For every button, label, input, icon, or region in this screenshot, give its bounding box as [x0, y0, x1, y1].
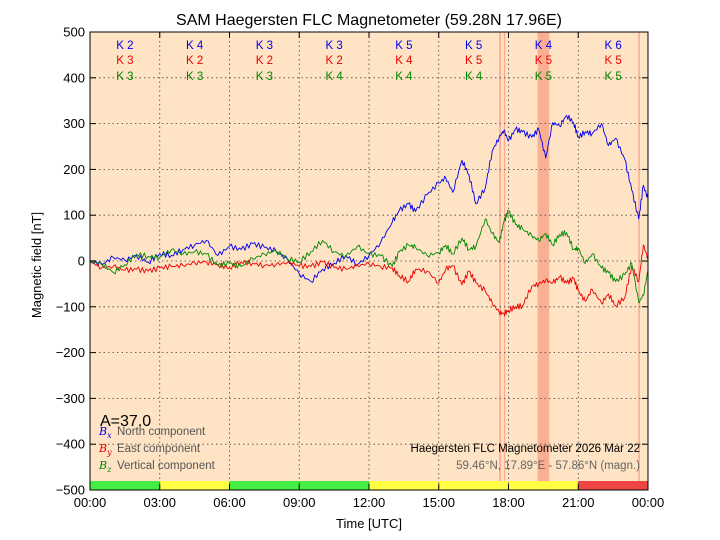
y-tick-label-1: 400: [63, 70, 85, 85]
y-axis-label: Magnetic field [nT]: [29, 212, 44, 318]
legend-symbol-vertical-letter: B: [98, 459, 107, 472]
k-index-z-0: K 3: [116, 71, 133, 83]
legend-label-east: East component: [117, 443, 201, 455]
legend-symbol-north: Bx: [98, 425, 112, 440]
status-segment-0: [90, 481, 160, 490]
legend-symbol-vertical: Bz: [98, 459, 112, 474]
y-tick-label-10: −500: [56, 483, 85, 498]
x-tick-label-4: 12:00: [353, 495, 386, 510]
k-index-y-7: K 5: [604, 55, 621, 67]
legend-symbol-north-letter: B: [98, 425, 107, 438]
x-tick-label-5: 15:00: [422, 495, 455, 510]
k-index-y-4: K 4: [395, 55, 413, 67]
k-index-x-2: K 3: [256, 40, 273, 52]
legend-symbol-vertical-sub: z: [106, 465, 112, 474]
k-index-y-5: K 5: [465, 55, 482, 67]
k-index-y-1: K 2: [186, 55, 203, 67]
x-tick-label-8: 00:00: [632, 495, 665, 510]
k-index-z-1: K 3: [186, 71, 203, 83]
x-tick-label-2: 06:00: [213, 495, 246, 510]
k-index-x-5: K 5: [465, 40, 482, 52]
y-tick-label-2: 300: [63, 116, 85, 131]
a-index-label: A=37.0: [100, 413, 151, 430]
k-index-y-3: K 2: [325, 55, 342, 67]
plot-area: 00:00 03:00 06:00 09:00 12:00 15:00 18:00 21:00…: [56, 25, 665, 511]
series-line-vertical-component: [89, 210, 649, 304]
series-line-east-component: [89, 244, 649, 317]
status-segment-1: [159, 481, 230, 490]
k-index-x-6: K 4: [535, 40, 553, 52]
disturbance-band-2: [537, 32, 550, 490]
k-index-x-3: K 3: [325, 40, 342, 52]
x-tick-label-1: 03:00: [143, 495, 176, 510]
legend-symbol-north-sub: x: [107, 431, 112, 440]
k-index-z-2: K 3: [256, 71, 273, 83]
x-axis-label: Time [UTC]: [336, 516, 402, 531]
chart-title: SAM Haegersten FLC Magnetometer (59.28N …: [176, 12, 562, 29]
k-index-x-1: K 4: [186, 40, 204, 52]
x-tick-label-3: 09:00: [283, 495, 316, 510]
x-tick-label-6: 18:00: [492, 495, 525, 510]
y-tick-label-7: −200: [56, 345, 85, 360]
legend-symbol-east-sub: y: [106, 448, 112, 457]
coordinates-annotation: 59.46°N, 17.89°E - 57.86°N (magn.): [456, 460, 640, 472]
status-segment-3: [369, 481, 579, 490]
k-index-x-4: K 5: [395, 40, 412, 52]
legend-symbol-east-letter: B: [98, 442, 107, 455]
legend-symbol-east: By: [98, 442, 112, 457]
y-tick-label-6: −100: [56, 299, 85, 314]
y-tick-label-3: 200: [63, 162, 85, 177]
y-tick-label-0: 500: [63, 25, 85, 40]
y-tick-label-9: −400: [56, 437, 85, 452]
k-index-y-2: K 2: [256, 55, 273, 67]
station-annotation: Haegersten FLC Magnetometer 2026 Mar 22: [411, 443, 640, 455]
k-index-z-4: K 4: [395, 71, 413, 83]
legend-label-north: North component: [117, 426, 206, 438]
k-index-z-5: K 4: [465, 71, 483, 83]
legend-label-vertical: Vertical component: [117, 460, 216, 472]
k-index-x-0: K 2: [116, 40, 133, 52]
status-segment-4: [578, 481, 648, 490]
k-index-z-7: K 5: [604, 71, 621, 83]
x-tick-label-0: 00:00: [74, 495, 107, 510]
k-index-x-7: K 6: [604, 40, 621, 52]
x-tick-label-7: 21:00: [562, 495, 595, 510]
k-index-z-3: K 4: [325, 71, 343, 83]
k-index-z-6: K 5: [535, 71, 552, 83]
k-index-y-0: K 3: [116, 55, 133, 67]
y-tick-label-5: 0: [78, 254, 85, 269]
series-line-north-component: [89, 114, 649, 283]
y-tick-label-8: −300: [56, 391, 85, 406]
y-tick-label-4: 100: [63, 208, 85, 223]
legend: Bx North component By East component Bz …: [98, 425, 216, 474]
k-index-y-6: K 5: [535, 55, 552, 67]
